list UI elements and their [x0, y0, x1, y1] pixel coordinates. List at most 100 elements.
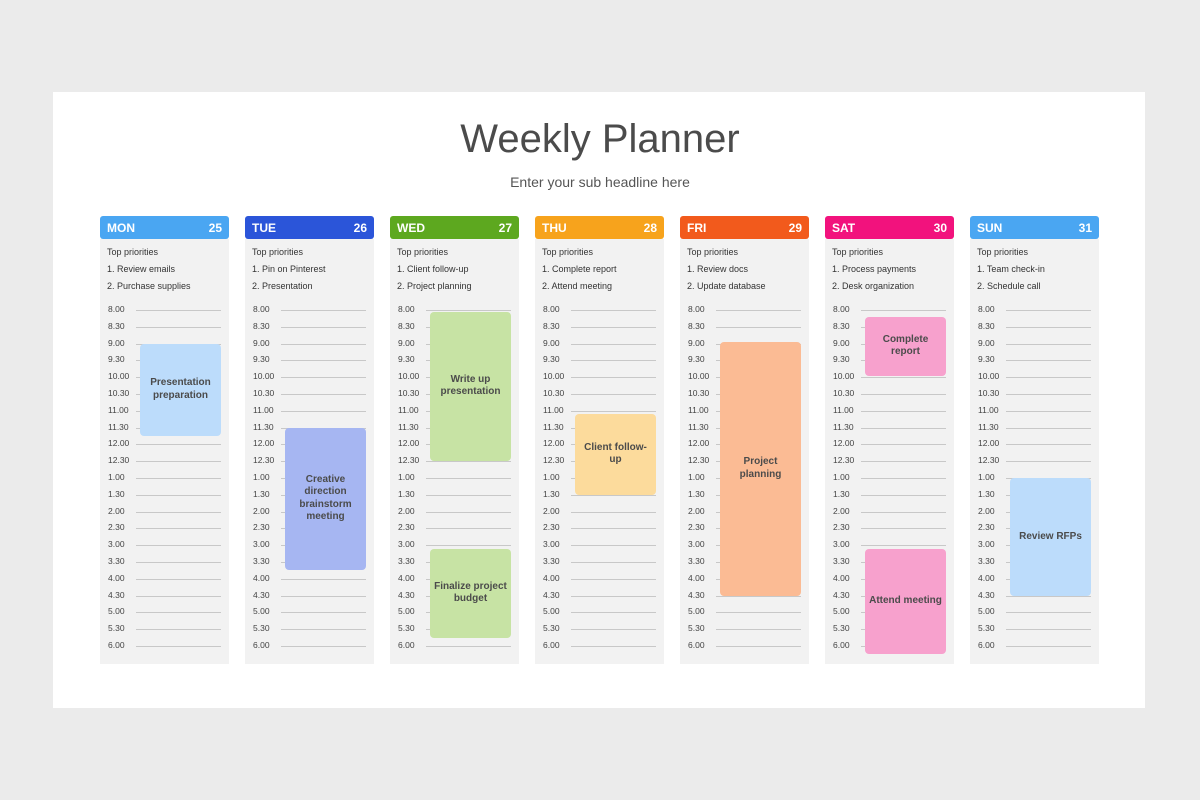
time-slot[interactable]: 5.30: [245, 623, 374, 635]
time-slot[interactable]: 8.00: [970, 304, 1099, 316]
priority-item[interactable]: 1. Team check-in: [977, 264, 1045, 274]
time-slot[interactable]: 5.30: [535, 623, 664, 635]
time-slot[interactable]: 1.30: [390, 489, 519, 501]
time-slot[interactable]: 8.00: [390, 304, 519, 316]
time-slot[interactable]: 3.00: [825, 539, 954, 551]
event-block[interactable]: Review RFPs: [1010, 478, 1091, 596]
time-slot[interactable]: 8.30: [245, 321, 374, 333]
time-slot[interactable]: 2.30: [100, 522, 229, 534]
time-slot[interactable]: 3.30: [535, 556, 664, 568]
time-slot[interactable]: 11.00: [535, 405, 664, 417]
time-slot[interactable]: 4.30: [100, 590, 229, 602]
time-slot[interactable]: 4.30: [680, 590, 809, 602]
priority-item[interactable]: 2. Project planning: [397, 281, 472, 291]
time-slot[interactable]: 9.30: [245, 354, 374, 366]
time-slot[interactable]: 11.00: [245, 405, 374, 417]
time-slot[interactable]: 1.30: [535, 489, 664, 501]
time-slot[interactable]: 4.00: [245, 573, 374, 585]
time-slot[interactable]: 2.00: [535, 506, 664, 518]
day-header[interactable]: THU 28: [535, 216, 664, 239]
time-slot[interactable]: 10.30: [245, 388, 374, 400]
event-block[interactable]: Write up presentation: [430, 311, 511, 462]
time-slot[interactable]: 1.00: [825, 472, 954, 484]
time-slot[interactable]: 2.00: [390, 506, 519, 518]
priority-item[interactable]: 2. Attend meeting: [542, 281, 613, 291]
time-slot[interactable]: 10.30: [825, 388, 954, 400]
time-slot[interactable]: 3.30: [100, 556, 229, 568]
time-slot[interactable]: 8.00: [535, 304, 664, 316]
time-slot[interactable]: 12.00: [825, 438, 954, 450]
time-slot[interactable]: 2.00: [100, 506, 229, 518]
priority-item[interactable]: 2. Update database: [687, 281, 766, 291]
day-header[interactable]: SUN 31: [970, 216, 1099, 239]
priority-item[interactable]: 1. Client follow-up: [397, 264, 469, 274]
time-slot[interactable]: 8.00: [245, 304, 374, 316]
time-slot[interactable]: 2.00: [825, 506, 954, 518]
time-slot[interactable]: 12.00: [100, 438, 229, 450]
time-slot[interactable]: 6.00: [680, 640, 809, 652]
time-slot[interactable]: 9.00: [535, 338, 664, 350]
time-slot[interactable]: 10.00: [535, 371, 664, 383]
time-slot[interactable]: 4.00: [535, 573, 664, 585]
event-block[interactable]: Project planning: [720, 341, 801, 596]
priority-item[interactable]: 2. Schedule call: [977, 281, 1041, 291]
event-block[interactable]: Finalize project budget: [430, 548, 511, 638]
priority-item[interactable]: 1. Pin on Pinterest: [252, 264, 326, 274]
event-block[interactable]: Client follow-up: [575, 414, 656, 495]
time-slot[interactable]: 8.00: [100, 304, 229, 316]
time-slot[interactable]: 10.00: [825, 371, 954, 383]
time-slot[interactable]: 5.00: [100, 606, 229, 618]
priority-item[interactable]: 2. Purchase supplies: [107, 281, 191, 291]
time-slot[interactable]: 5.30: [970, 623, 1099, 635]
time-slot[interactable]: 6.00: [100, 640, 229, 652]
time-slot[interactable]: 8.30: [535, 321, 664, 333]
time-slot[interactable]: 1.30: [825, 489, 954, 501]
time-slot[interactable]: 2.30: [825, 522, 954, 534]
time-slot[interactable]: 8.00: [680, 304, 809, 316]
time-slot[interactable]: 4.30: [970, 590, 1099, 602]
time-slot[interactable]: 8.30: [100, 321, 229, 333]
time-slot[interactable]: 9.00: [970, 338, 1099, 350]
day-header[interactable]: SAT 30: [825, 216, 954, 239]
time-slot[interactable]: 1.30: [100, 489, 229, 501]
time-slot[interactable]: 4.00: [100, 573, 229, 585]
priority-item[interactable]: 2. Desk organization: [832, 281, 915, 291]
day-header[interactable]: MON 25: [100, 216, 229, 239]
time-slot[interactable]: 6.00: [390, 640, 519, 652]
event-block[interactable]: Complete report: [865, 316, 946, 376]
priority-item[interactable]: 1. Complete report: [542, 264, 617, 274]
time-slot[interactable]: 9.30: [970, 354, 1099, 366]
time-slot[interactable]: 9.30: [535, 354, 664, 366]
time-slot[interactable]: 6.00: [245, 640, 374, 652]
time-slot[interactable]: 11.00: [970, 405, 1099, 417]
time-slot[interactable]: 10.00: [970, 371, 1099, 383]
time-slot[interactable]: 8.30: [970, 321, 1099, 333]
time-slot[interactable]: 5.00: [245, 606, 374, 618]
event-block[interactable]: Presentation preparation: [140, 343, 221, 436]
time-slot[interactable]: 10.30: [970, 388, 1099, 400]
time-slot[interactable]: 1.00: [100, 472, 229, 484]
time-slot[interactable]: 12.00: [970, 438, 1099, 450]
time-slot[interactable]: 8.00: [825, 304, 954, 316]
time-slot[interactable]: 8.30: [680, 321, 809, 333]
time-slot[interactable]: 6.00: [970, 640, 1099, 652]
time-slot[interactable]: 2.30: [535, 522, 664, 534]
time-slot[interactable]: 10.00: [245, 371, 374, 383]
time-slot[interactable]: 11.00: [825, 405, 954, 417]
event-block[interactable]: Creative direction brainstorm meeting: [285, 427, 366, 571]
day-header[interactable]: WED 27: [390, 216, 519, 239]
time-slot[interactable]: 1.00: [390, 472, 519, 484]
time-slot[interactable]: 11.30: [970, 422, 1099, 434]
day-header[interactable]: TUE 26: [245, 216, 374, 239]
time-slot[interactable]: 4.30: [245, 590, 374, 602]
priority-item[interactable]: 1. Review docs: [687, 264, 749, 274]
time-slot[interactable]: 3.00: [390, 539, 519, 551]
time-slot[interactable]: 10.30: [535, 388, 664, 400]
time-slot[interactable]: 4.30: [535, 590, 664, 602]
time-slot[interactable]: 5.30: [680, 623, 809, 635]
time-slot[interactable]: 12.30: [825, 455, 954, 467]
time-slot[interactable]: 2.30: [390, 522, 519, 534]
time-slot[interactable]: 12.30: [100, 455, 229, 467]
time-slot[interactable]: 12.30: [970, 455, 1099, 467]
day-header[interactable]: FRI 29: [680, 216, 809, 239]
